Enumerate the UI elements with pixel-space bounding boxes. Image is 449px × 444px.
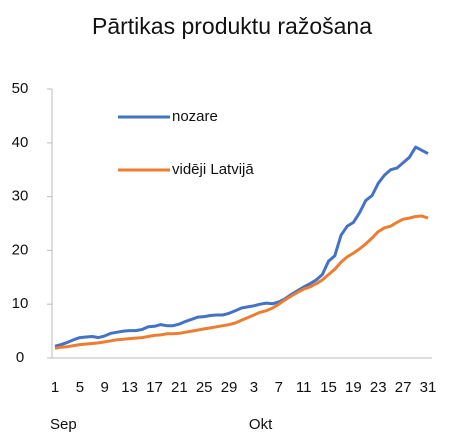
x-tick-label: 17: [146, 379, 163, 396]
line-series: [54, 214, 429, 350]
x-tick-label: 13: [121, 379, 138, 396]
x-tick-label: 7: [275, 379, 283, 396]
x-tick-label: 25: [196, 379, 213, 396]
x-tick-label: 23: [370, 379, 387, 396]
x-tick-label: 1: [51, 379, 59, 396]
month-label: Sep: [50, 416, 77, 433]
chart-title: Pārtikas produktu ražošana: [92, 13, 372, 39]
x-tick-label: 21: [171, 379, 188, 396]
x-tick-label: 19: [345, 379, 362, 396]
y-tick-label: 30: [12, 188, 29, 205]
x-tick-label: 11: [296, 379, 312, 396]
x-tick-label: 9: [101, 379, 109, 396]
month-label: Okt: [249, 416, 273, 433]
x-tick-label: 29: [221, 379, 238, 396]
x-tick-label: 15: [320, 379, 337, 396]
x-tick-label: 27: [395, 379, 412, 396]
x-tick-label: 5: [76, 379, 84, 396]
x-tick-label: 3: [250, 379, 258, 396]
y-tick-label: 40: [12, 134, 29, 151]
y-tick-label: 20: [12, 241, 29, 258]
legend-label: vidēji Latvijā: [172, 161, 254, 178]
y-tick-label: 10: [12, 295, 29, 312]
x-tick-label: 31: [420, 379, 437, 396]
y-tick-label: 50: [12, 80, 29, 97]
y-tick-label: 0: [16, 349, 24, 366]
legend-label: nozare: [172, 108, 218, 125]
line-series: [54, 145, 429, 348]
